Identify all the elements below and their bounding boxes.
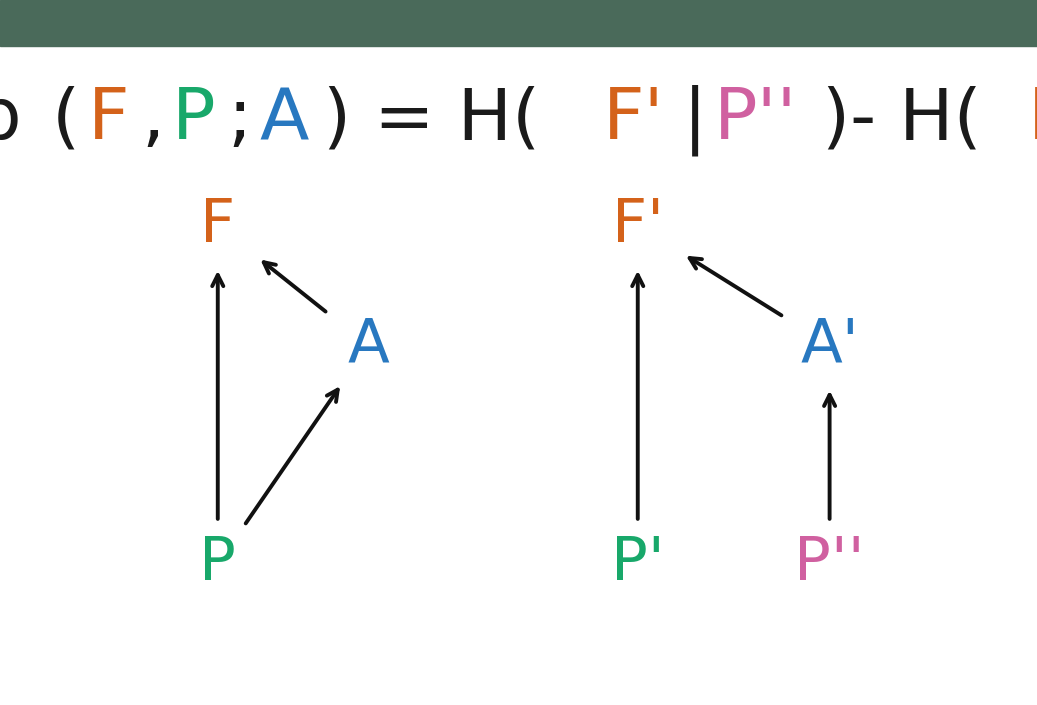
Text: P': P' bbox=[611, 534, 665, 594]
Text: F': F' bbox=[604, 85, 665, 154]
Text: A: A bbox=[347, 316, 389, 375]
Text: F: F bbox=[88, 85, 130, 154]
Text: |: | bbox=[682, 84, 707, 156]
Text: ,: , bbox=[142, 85, 165, 154]
Text: A: A bbox=[259, 85, 309, 154]
Text: ) = H(: ) = H( bbox=[323, 85, 540, 154]
Text: F: F bbox=[1028, 85, 1037, 154]
Text: P: P bbox=[199, 534, 236, 594]
Text: (: ( bbox=[52, 85, 80, 154]
Text: Op: Op bbox=[0, 85, 22, 154]
Text: P'': P'' bbox=[794, 534, 865, 594]
Text: )- H(: )- H( bbox=[821, 85, 981, 154]
Text: P'': P'' bbox=[714, 85, 797, 154]
Text: A': A' bbox=[801, 316, 859, 375]
Text: ;: ; bbox=[228, 85, 252, 154]
Text: P: P bbox=[171, 85, 216, 154]
Bar bbox=[0, 0, 1037, 46]
Text: F': F' bbox=[612, 196, 664, 255]
Text: F: F bbox=[200, 196, 235, 255]
